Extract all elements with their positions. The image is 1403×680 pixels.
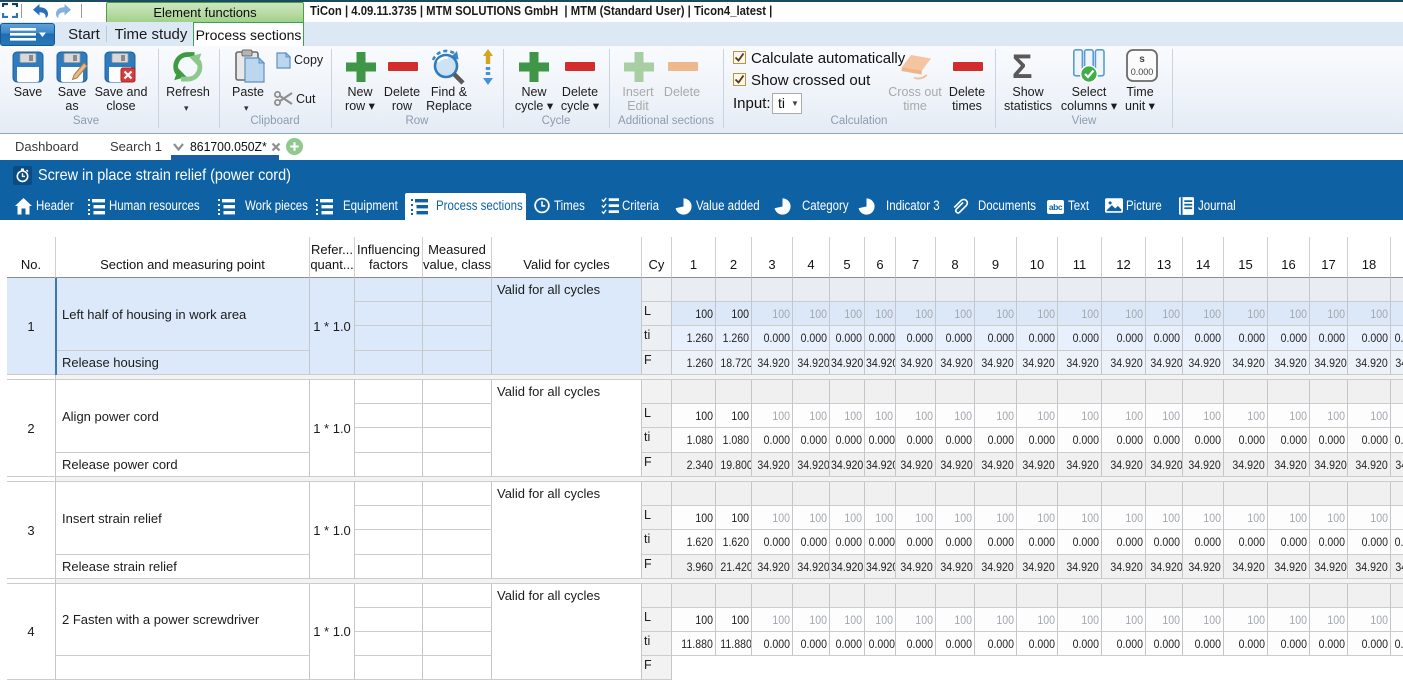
svg-text:0.000: 0.000 <box>1131 67 1154 77</box>
svg-text:s: s <box>1139 54 1145 65</box>
